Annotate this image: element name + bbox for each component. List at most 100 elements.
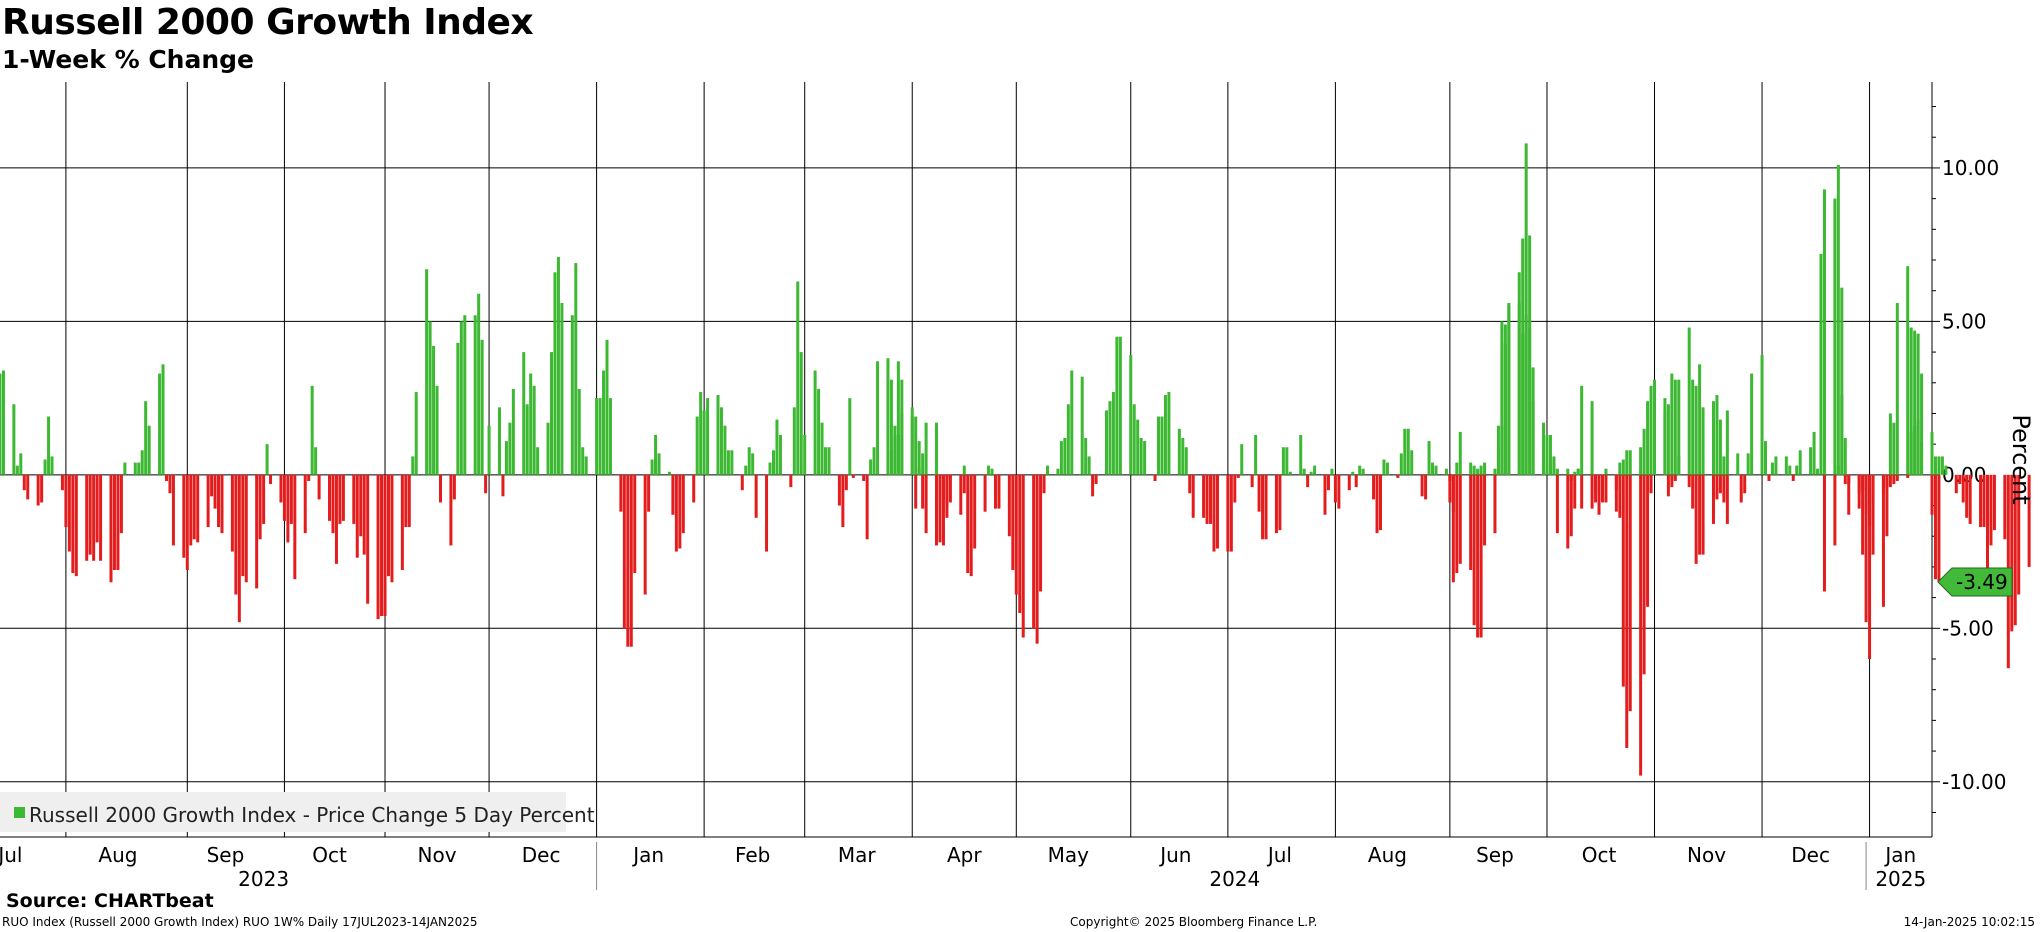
bar (1288, 471, 1292, 475)
bar (1177, 428, 1181, 475)
bar (1375, 474, 1379, 534)
bar (865, 474, 869, 540)
bar (1108, 401, 1112, 475)
bar (1215, 474, 1219, 549)
bar (1930, 431, 1934, 475)
bar (1812, 431, 1816, 475)
bar (1528, 327, 1532, 475)
bar (1843, 474, 1847, 485)
bar (1524, 315, 1528, 475)
bar (1542, 422, 1546, 475)
bar (435, 385, 439, 475)
bar (1420, 474, 1424, 497)
bar (43, 459, 47, 475)
bar (1920, 373, 1924, 475)
bar (1597, 474, 1601, 515)
bar (1666, 404, 1670, 475)
bar (1847, 474, 1851, 515)
bar (508, 422, 512, 475)
bar (1472, 474, 1476, 626)
bar (1455, 462, 1459, 475)
bar (1472, 465, 1476, 475)
bar (654, 459, 658, 475)
bar (473, 315, 477, 475)
bar (966, 474, 970, 574)
copyright-note: Copyright© 2025 Bloomberg Finance L.P. (1070, 915, 1318, 929)
bar (896, 434, 900, 475)
bar (1795, 465, 1799, 475)
bar (140, 450, 144, 475)
bar (1750, 373, 1754, 475)
bar (1424, 474, 1428, 500)
month-label: Jul (1266, 843, 1292, 867)
bar (1250, 474, 1254, 488)
bar (220, 474, 224, 534)
bar (1760, 355, 1764, 475)
bar (1590, 474, 1594, 509)
bar (1084, 438, 1088, 475)
bar (293, 474, 297, 580)
bar (803, 434, 807, 475)
bar (1604, 468, 1608, 475)
bar (1396, 474, 1400, 478)
bar (1600, 474, 1604, 503)
bar (1476, 474, 1480, 638)
bar (570, 315, 574, 475)
bar (1885, 474, 1889, 537)
bar (328, 474, 332, 521)
bar (1143, 441, 1147, 475)
bar (123, 462, 127, 475)
bar (1548, 434, 1552, 475)
bar (1711, 474, 1715, 524)
bar (64, 474, 68, 528)
bar (314, 447, 318, 475)
bar (546, 422, 550, 475)
bar (1653, 379, 1657, 475)
bar (425, 269, 429, 475)
bar (1011, 474, 1015, 570)
bar (1469, 474, 1473, 570)
bar (1906, 474, 1910, 478)
bar (282, 474, 286, 521)
bar (1836, 164, 1840, 475)
bar (1483, 474, 1487, 546)
bar (1274, 474, 1278, 534)
bar (158, 373, 162, 475)
bar (1954, 474, 1958, 494)
bar (40, 474, 44, 503)
bar (501, 474, 505, 497)
bar (19, 453, 23, 475)
month-label: Feb (735, 843, 770, 867)
bar (1264, 474, 1268, 540)
bar (993, 474, 997, 509)
bar (987, 465, 991, 475)
bar (1909, 431, 1913, 475)
bar (1326, 474, 1330, 491)
bar (355, 474, 359, 558)
bar (338, 474, 342, 524)
bar (1621, 459, 1625, 475)
bar (702, 410, 706, 475)
bar (0, 373, 2, 475)
bar (331, 474, 335, 534)
bar (2017, 474, 2021, 595)
bar (723, 425, 727, 475)
bar (862, 474, 866, 481)
bar (775, 419, 779, 475)
bar (1493, 468, 1497, 475)
bar (480, 339, 484, 475)
bar (1871, 474, 1875, 555)
bar (487, 425, 491, 475)
bar (1881, 474, 1885, 494)
bar (1909, 327, 1913, 475)
bar (1039, 474, 1043, 592)
bar (1281, 447, 1285, 475)
year-label: 2025 (1875, 867, 1926, 891)
bar (407, 474, 411, 528)
bar (1736, 453, 1740, 475)
bar (990, 468, 994, 475)
bar (827, 447, 831, 475)
month-label: Jul (0, 843, 22, 867)
bar (886, 358, 890, 475)
bar (477, 293, 481, 475)
